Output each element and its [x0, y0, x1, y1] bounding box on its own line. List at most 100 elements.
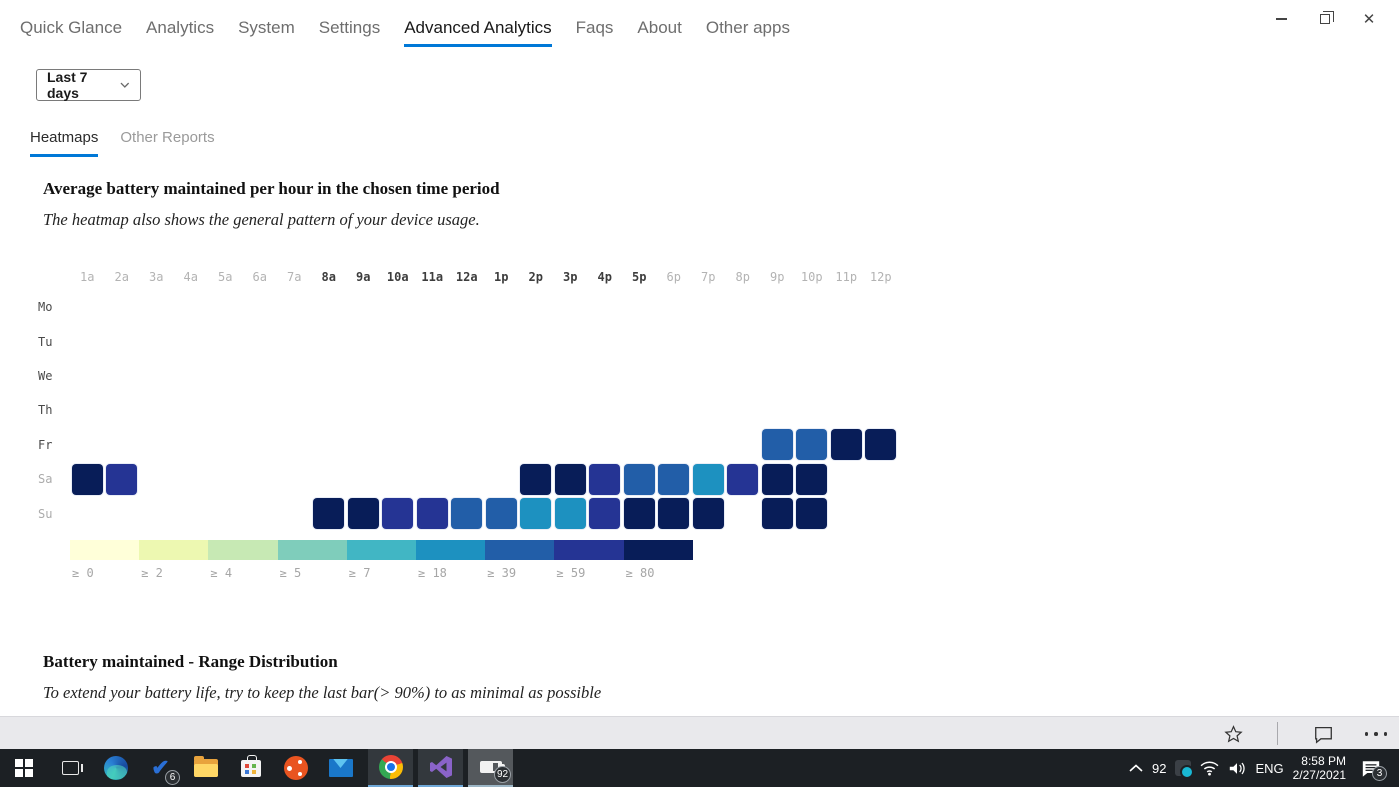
legend-label-6: ≥ 39 [487, 566, 517, 580]
heatmap-cell-su-6p[interactable] [658, 497, 689, 529]
start-button[interactable] [0, 749, 48, 787]
heatmap-cell-sa-2p[interactable] [520, 463, 551, 495]
tab-heatmaps[interactable]: Heatmaps [30, 129, 99, 157]
range-section-subtitle: To extend your battery life, try to keep… [43, 683, 602, 702]
heatmap-col-label-9p: 9p [770, 270, 785, 284]
heatmap-col-label-5p: 5p [632, 270, 647, 284]
comment-icon [1314, 726, 1332, 744]
task-view-button[interactable] [48, 749, 93, 787]
more-icon [1364, 732, 1388, 736]
tray-status-app[interactable] [1175, 760, 1195, 779]
heatmap-row-label-th: Th [38, 403, 53, 418]
heatmap-cell-su-9p[interactable] [761, 497, 793, 529]
nav-item-about[interactable]: About [637, 18, 682, 37]
heatmap-cell-su-11a[interactable] [416, 497, 448, 529]
heatmap-col-label-11a: 11a [421, 270, 444, 284]
heatmap-cell-sa-7p[interactable] [692, 463, 724, 495]
report-tabs: Heatmaps Other Reports [30, 129, 215, 157]
heatmap-cell-fr-11p[interactable] [830, 429, 862, 461]
heatmap-cell-su-7p[interactable] [692, 497, 724, 529]
favorite-button[interactable] [1220, 721, 1246, 747]
heatmap-col-label-2p: 2p [528, 270, 543, 284]
heatmap-col-label-8a: 8a [321, 270, 336, 284]
heatmap-cell-su-10p[interactable] [796, 497, 827, 529]
mail-icon [328, 759, 353, 777]
nav-item-analytics[interactable]: Analytics [146, 18, 215, 37]
tab-other-reports[interactable]: Other Reports [120, 129, 215, 146]
tray-volume[interactable] [1228, 761, 1246, 776]
heatmap-cell-sa-2a[interactable] [106, 463, 137, 495]
taskbar-edge[interactable] [93, 749, 138, 787]
heatmap-section-subtitle: The heatmap also shows the general patte… [43, 210, 480, 229]
heatmap-cell-su-12a[interactable] [451, 497, 482, 529]
heatmap-cell-su-8a[interactable] [313, 497, 344, 529]
taskbar-ubuntu[interactable] [273, 749, 318, 787]
heatmap-cell-su-2p[interactable] [520, 497, 551, 529]
tray-language[interactable]: ENG [1255, 760, 1284, 776]
heatmap-col-label-9a: 9a [356, 270, 371, 284]
heatmap-col-label-7p: 7p [701, 270, 716, 284]
legend-label-4: ≥ 7 [348, 566, 371, 580]
heatmap-cell-su-4p[interactable] [589, 497, 620, 529]
taskbar-todo[interactable]: ✔ 6 [138, 749, 183, 787]
taskbar-visual-studio[interactable] [418, 749, 463, 787]
heatmap-col-label-6a: 6a [252, 270, 267, 284]
speaker-icon [1230, 762, 1245, 774]
heatmap-cell-su-3p[interactable] [554, 497, 586, 529]
close-icon: ✕ [1362, 10, 1376, 28]
nav-item-faqs[interactable]: Faqs [575, 18, 614, 37]
legend-label-1: ≥ 2 [141, 566, 163, 580]
nav-item-advanced-analytics[interactable]: Advanced Analytics [404, 18, 552, 47]
taskbar-file-explorer[interactable] [183, 749, 228, 787]
heatmap-cell-su-10a[interactable] [382, 497, 413, 529]
heatmap-cell-fr-9p[interactable] [761, 429, 793, 461]
tray-clock[interactable]: 8:58 PM 2/27/2021 [1293, 754, 1346, 782]
heatmap-cell-fr-12p[interactable] [865, 429, 896, 461]
heatmap-col-label-11p: 11p [835, 270, 858, 284]
tray-overflow-button[interactable] [1129, 763, 1143, 773]
top-navigation: Quick Glance Analytics System Settings Advan… [20, 18, 790, 47]
heatmap-row-label-mo: Mo [38, 300, 53, 315]
heatmap-section-title: Average battery maintained per hour in t… [43, 179, 500, 198]
nav-item-quick-glance[interactable]: Quick Glance [20, 18, 123, 37]
chevron-down-icon [120, 82, 130, 88]
heatmap-cell-sa-6p[interactable] [658, 463, 689, 495]
action-center-button[interactable]: 3 [1361, 759, 1387, 781]
heatmap-cell-sa-3p[interactable] [554, 463, 586, 495]
nav-item-settings[interactable]: Settings [318, 18, 381, 37]
heatmap-cell-sa-1a[interactable] [71, 463, 103, 495]
nav-item-system[interactable]: System [238, 18, 295, 37]
tray-network[interactable] [1200, 761, 1219, 776]
taskbar-battery-app[interactable]: 92 [468, 749, 513, 787]
taskbar-chrome[interactable] [368, 749, 413, 787]
tray-time: 8:58 PM [1301, 754, 1346, 768]
heatmap-row-label-su: Su [38, 506, 53, 521]
heatmap-cell-su-5p[interactable] [623, 497, 655, 529]
restore-button[interactable] [1303, 6, 1347, 32]
heatmap-cell-sa-4p[interactable] [589, 463, 620, 495]
heatmap-cell-su-1p[interactable] [485, 497, 517, 529]
more-options-button[interactable] [1363, 721, 1389, 747]
notification-badge: 3 [1372, 765, 1387, 781]
heatmap-cell-sa-10p[interactable] [796, 463, 827, 495]
heatmap-col-label-6p: 6p [666, 270, 681, 284]
legend-label-7: ≥ 59 [556, 566, 586, 580]
heatmap-cell-su-9a[interactable] [347, 497, 379, 529]
heatmap-cell-sa-9p[interactable] [761, 463, 793, 495]
heatmap-col-label-1p: 1p [494, 270, 509, 284]
wifi-icon [1200, 761, 1219, 776]
nav-item-other-apps[interactable]: Other apps [705, 18, 790, 37]
legend-label-2: ≥ 4 [210, 566, 233, 580]
heatmap-cell-sa-5p[interactable] [623, 463, 655, 495]
tray-date: 2/27/2021 [1292, 768, 1346, 782]
minimize-button[interactable] [1259, 6, 1303, 32]
taskbar-store[interactable] [228, 749, 273, 787]
heatmap-col-label-10p: 10p [800, 270, 823, 284]
heatmap-cell-fr-10p[interactable] [796, 429, 827, 461]
taskbar-mail[interactable] [318, 749, 363, 787]
feedback-button[interactable] [1310, 721, 1336, 747]
time-range-dropdown[interactable]: Last 7 days [36, 69, 141, 101]
heatmap-cell-sa-8p[interactable] [727, 463, 758, 495]
appbar-divider [1277, 722, 1278, 745]
close-button[interactable]: ✕ [1347, 6, 1391, 32]
